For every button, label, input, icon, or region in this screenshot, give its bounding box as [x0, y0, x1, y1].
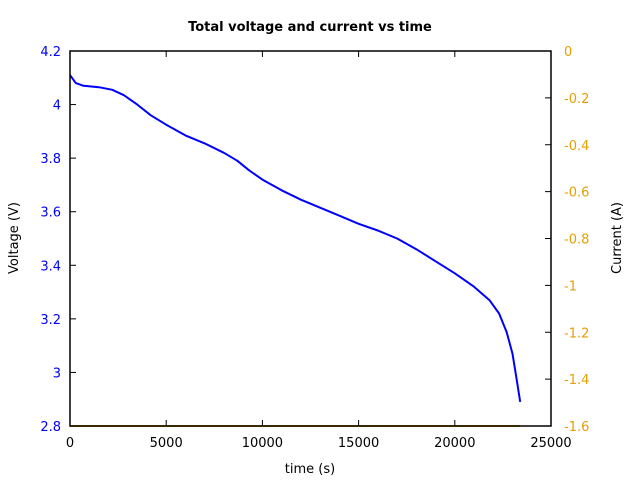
y-tick-label: 4.2 — [40, 45, 61, 60]
plot-series — [69, 74, 522, 427]
y2-tick-label: -0.2 — [564, 92, 589, 107]
chart-title: Total voltage and current vs time — [188, 20, 432, 35]
y2-tick-label: -0.4 — [564, 139, 589, 154]
y2-tick-label: 0 — [564, 45, 572, 60]
x-tick-label: 25000 — [530, 436, 571, 451]
y-tick-label: 3.6 — [40, 206, 61, 221]
x-tick-label: 5000 — [150, 436, 183, 451]
x-tick-label: 15000 — [338, 436, 379, 451]
y-tick-label: 4 — [53, 99, 61, 114]
y2-tick-label: -1 — [564, 279, 577, 294]
y2-tick-label: -1.6 — [564, 420, 589, 435]
axes: 0 5000 10000 15000 20000 25000 2.8 3 3.2 3.4 3.6 3.… — [40, 45, 589, 451]
y-tick-label: 3.2 — [40, 313, 61, 328]
y2-tick-label: -1.4 — [564, 373, 589, 388]
y-tick-label: 3 — [53, 366, 61, 381]
y-tick-label: 3.4 — [40, 259, 61, 274]
y2-tick-label: -0.6 — [564, 186, 589, 201]
x-tick-label: 20000 — [434, 436, 475, 451]
x-tick-label: 10000 — [242, 436, 283, 451]
x-tick-label: 0 — [66, 436, 74, 451]
y2-tick-label: -1.2 — [564, 326, 589, 341]
x-axis-label: time (s) — [285, 462, 335, 477]
y-tick-label: 2.8 — [40, 420, 61, 435]
y2-axis-label: Current (A) — [610, 202, 625, 274]
y-axis-label: Voltage (V) — [7, 202, 22, 274]
voltage-line — [69, 74, 522, 403]
y2-tick-label: -0.8 — [564, 233, 589, 248]
y-tick-label: 3.8 — [40, 152, 61, 167]
